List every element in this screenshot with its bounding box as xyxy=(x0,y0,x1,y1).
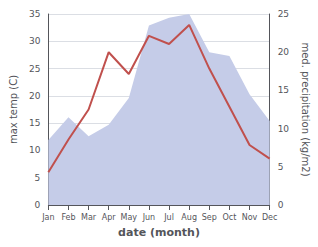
svg-text:Jan: Jan xyxy=(41,213,54,222)
svg-text:Aug: Aug xyxy=(181,213,197,222)
svg-text:15: 15 xyxy=(29,118,40,128)
svg-text:Jul: Jul xyxy=(163,213,174,222)
svg-text:5: 5 xyxy=(278,162,284,172)
svg-text:Feb: Feb xyxy=(61,213,75,222)
svg-text:5: 5 xyxy=(35,173,41,183)
svg-text:Sep: Sep xyxy=(202,213,217,222)
svg-text:Nov: Nov xyxy=(242,213,258,222)
svg-text:Oct: Oct xyxy=(222,213,236,222)
svg-text:Dec: Dec xyxy=(262,213,277,222)
svg-text:10: 10 xyxy=(29,145,41,155)
svg-text:max temp (C): max temp (C) xyxy=(8,75,19,144)
svg-text:date (month): date (month) xyxy=(118,226,200,239)
svg-text:30: 30 xyxy=(29,36,41,46)
svg-text:0: 0 xyxy=(35,200,41,210)
svg-text:0: 0 xyxy=(278,200,284,210)
svg-text:25: 25 xyxy=(29,64,40,74)
svg-text:15: 15 xyxy=(278,85,289,95)
svg-text:20: 20 xyxy=(278,47,290,57)
svg-text:Apr: Apr xyxy=(102,213,117,222)
svg-text:Mar: Mar xyxy=(81,213,97,222)
svg-text:med. precipitation (kg/m2): med. precipitation (kg/m2) xyxy=(300,42,311,176)
svg-text:Jun: Jun xyxy=(142,213,156,222)
svg-text:35: 35 xyxy=(29,9,40,19)
svg-text:25: 25 xyxy=(278,9,289,19)
svg-text:20: 20 xyxy=(29,91,41,101)
svg-text:10: 10 xyxy=(278,124,290,134)
svg-text:May: May xyxy=(121,213,138,222)
